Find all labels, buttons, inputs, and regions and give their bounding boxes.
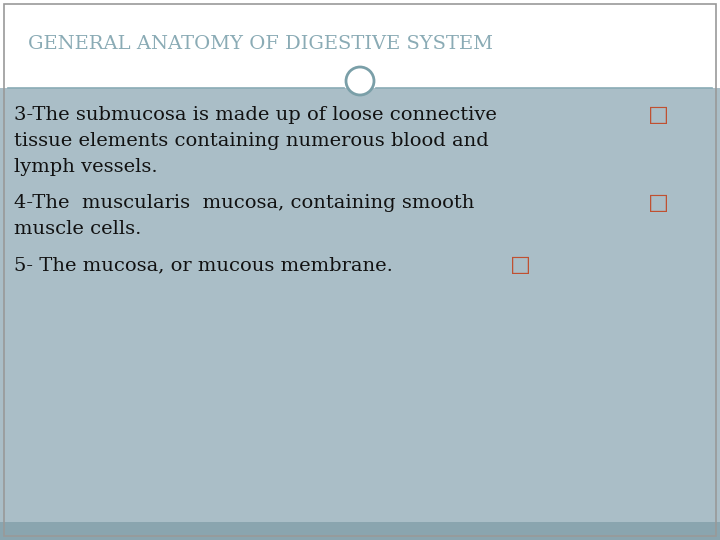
Text: □: □ [648,192,669,214]
Text: lymph vessels.: lymph vessels. [14,158,158,176]
FancyBboxPatch shape [0,522,720,540]
Text: 5- The mucosa, or mucous membrane.: 5- The mucosa, or mucous membrane. [14,256,393,274]
FancyBboxPatch shape [0,88,720,522]
Circle shape [346,67,374,95]
Text: □: □ [648,104,669,126]
Text: □: □ [510,254,531,276]
Text: tissue elements containing numerous blood and: tissue elements containing numerous bloo… [14,132,489,150]
Text: 3-The submucosa is made up of loose connective: 3-The submucosa is made up of loose conn… [14,106,497,124]
Text: 4-The  muscularis  mucosa, containing smooth: 4-The muscularis mucosa, containing smoo… [14,194,474,212]
Text: muscle cells.: muscle cells. [14,220,141,238]
FancyBboxPatch shape [0,0,720,88]
Text: GENERAL ANATOMY OF DIGESTIVE SYSTEM: GENERAL ANATOMY OF DIGESTIVE SYSTEM [28,35,493,53]
